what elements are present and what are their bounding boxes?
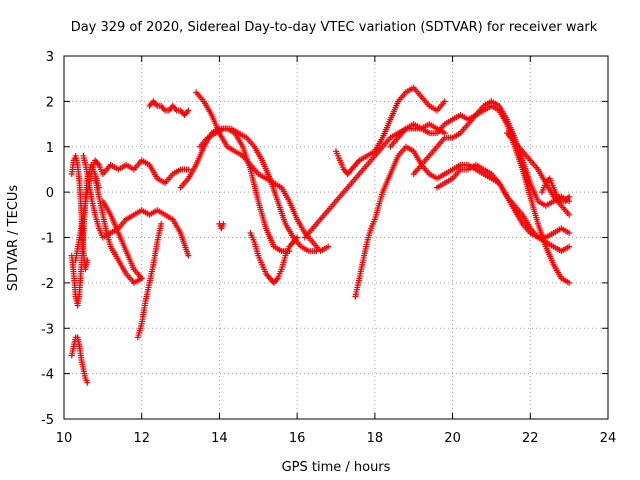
x-tick-label: 12 bbox=[133, 431, 150, 446]
y-tick-label: 2 bbox=[46, 95, 54, 110]
data-point bbox=[84, 257, 91, 264]
y-tick-label: -4 bbox=[41, 368, 54, 383]
data-point bbox=[185, 107, 192, 114]
series-arc-v bbox=[538, 175, 573, 205]
x-tick-label: 14 bbox=[211, 431, 228, 446]
y-tick-label: -1 bbox=[41, 232, 54, 247]
y-axis-label: SDTVAR / TECUs bbox=[6, 185, 21, 292]
series-arc-n bbox=[247, 229, 301, 286]
data-point bbox=[138, 275, 145, 282]
y-tick-label: -2 bbox=[41, 277, 54, 292]
data-point bbox=[158, 220, 165, 227]
plot-border bbox=[63, 55, 609, 420]
y-tick-label: 0 bbox=[46, 186, 54, 201]
y-tick-label: -5 bbox=[41, 413, 54, 428]
series-arc-t bbox=[410, 98, 573, 209]
series-arc-d bbox=[72, 157, 192, 264]
data-point bbox=[185, 166, 192, 173]
data-point bbox=[441, 98, 448, 105]
series-arc-l bbox=[197, 125, 320, 255]
chart-title: Day 329 of 2020, Sidereal Day-to-day VTE… bbox=[71, 20, 598, 35]
data-point bbox=[294, 234, 301, 241]
y-tick-label: 3 bbox=[46, 50, 54, 65]
data-point bbox=[566, 243, 573, 250]
x-tick-label: 24 bbox=[600, 431, 617, 446]
x-tick-label: 18 bbox=[367, 431, 384, 446]
data-point bbox=[566, 193, 573, 200]
grid bbox=[64, 56, 608, 419]
series-arc-b bbox=[68, 334, 91, 386]
data-point bbox=[566, 229, 573, 236]
series-arc-m bbox=[193, 89, 332, 255]
series-arc-q bbox=[352, 143, 573, 300]
series-arc-e bbox=[80, 152, 192, 259]
data-point bbox=[325, 243, 332, 250]
series-arc-j bbox=[216, 220, 227, 232]
data-point bbox=[185, 252, 192, 259]
x-tick-label: 10 bbox=[56, 431, 73, 446]
series-arc-k bbox=[177, 125, 293, 255]
y-tick-label: -3 bbox=[41, 322, 54, 337]
series-arc-h bbox=[134, 220, 165, 341]
x-tick-label: 16 bbox=[289, 431, 306, 446]
data-point bbox=[84, 379, 91, 386]
data-point bbox=[566, 211, 573, 218]
data-point bbox=[566, 279, 573, 286]
x-tick-label: 20 bbox=[444, 431, 461, 446]
series-arc-g bbox=[99, 198, 145, 282]
data-points bbox=[68, 84, 573, 386]
x-tick-label: 22 bbox=[522, 431, 539, 446]
series-arc-i bbox=[146, 98, 192, 118]
data-point bbox=[220, 220, 227, 227]
series-arc-r bbox=[434, 161, 573, 255]
series-arc-p bbox=[333, 84, 448, 177]
x-axis-label: GPS time / hours bbox=[282, 460, 391, 475]
y-tick-label: 1 bbox=[46, 141, 54, 156]
